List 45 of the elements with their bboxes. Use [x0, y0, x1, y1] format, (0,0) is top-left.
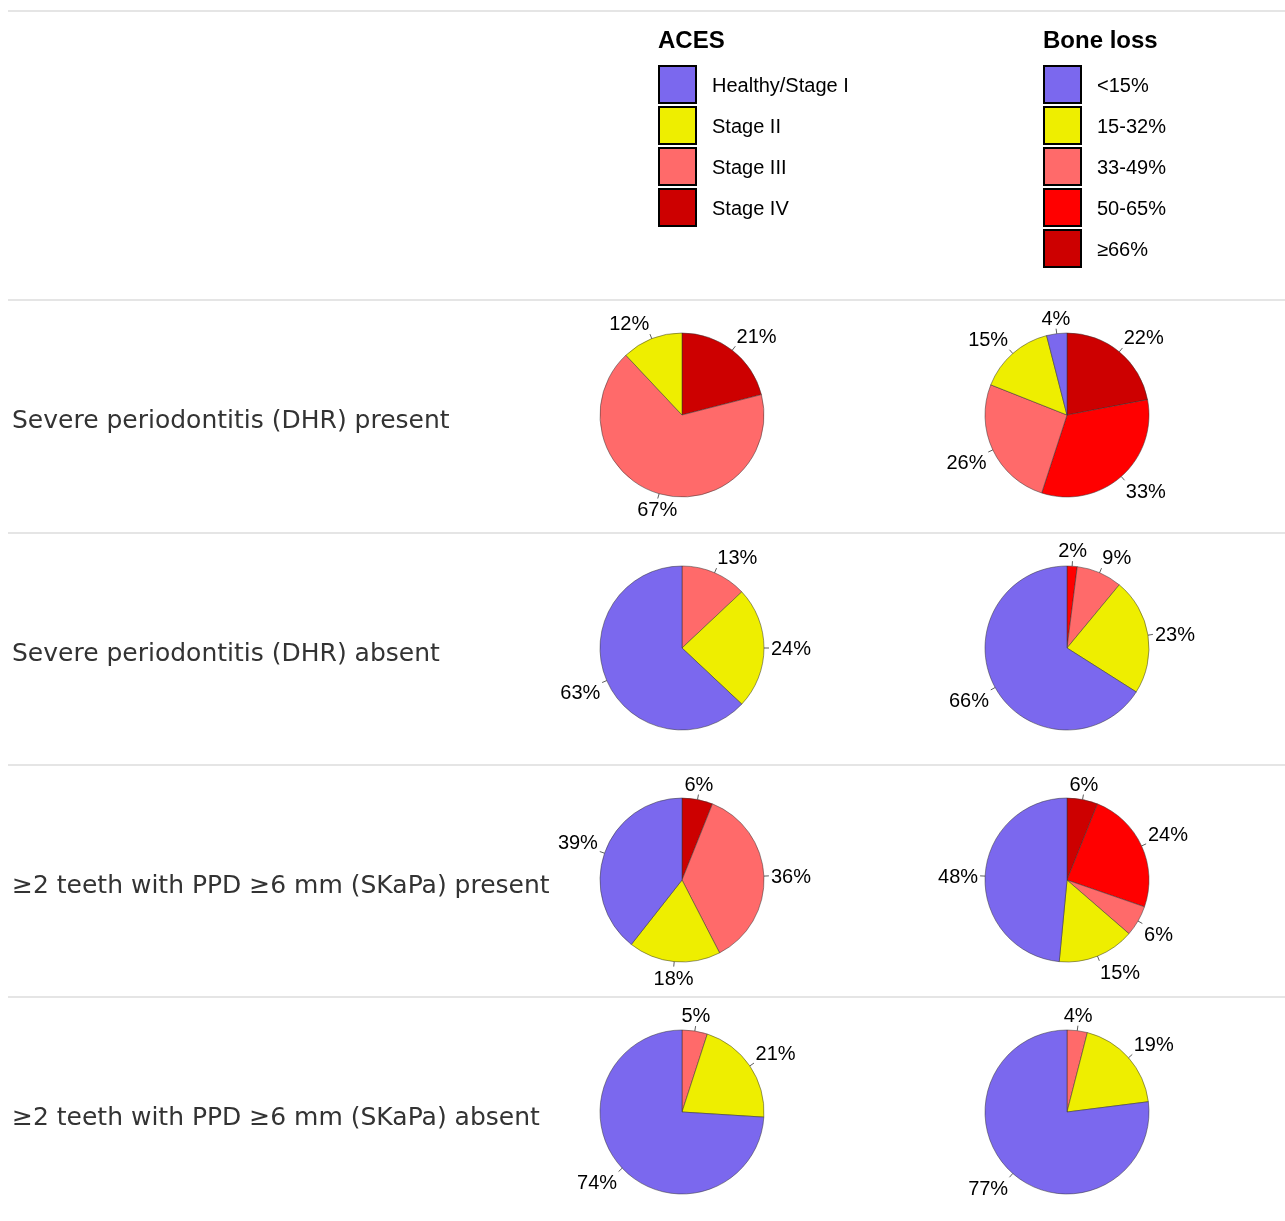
data-label: 21% [736, 324, 777, 347]
data-label: 24% [1147, 823, 1189, 846]
legend-label: 50-65% [1097, 197, 1167, 219]
data-label: 6% [684, 772, 714, 795]
text: Severe periodontitis (DHR) present [12, 405, 450, 434]
legend-label: <15% [1097, 74, 1149, 96]
data-label: 36% [770, 864, 812, 887]
data-label: 22% [1123, 326, 1164, 349]
text: ≥2 teeth with PPD ≥6 mm (SKaPa) absent [12, 1102, 541, 1131]
data-label: 6% [1144, 922, 1174, 945]
data-label: 13% [717, 546, 758, 569]
data-label: 4% [1063, 1003, 1093, 1026]
data-label: 39% [557, 830, 599, 853]
data-label: 15% [1100, 960, 1141, 983]
data-label: 66% [948, 688, 990, 711]
data-label: 24% [771, 637, 812, 659]
text: Severe periodontitis (DHR) absent [12, 638, 441, 667]
data-label: 26% [946, 450, 987, 473]
data-label: 21% [755, 1041, 796, 1064]
data-label: 2% [1058, 539, 1088, 562]
text: ≥2 teeth with PPD ≥6 mm (SKaPa) present [12, 870, 550, 899]
legend-label: Stage III [712, 156, 787, 178]
legend-label: Healthy/Stage I [712, 74, 849, 96]
data-label: 5% [681, 1004, 711, 1027]
data-label: 67% [637, 498, 678, 521]
legend-title: ACES [658, 26, 725, 53]
data-label: 74% [577, 1170, 618, 1193]
data-label: 33% [1125, 479, 1167, 502]
legend-title: Bone loss [1043, 26, 1158, 53]
legend-label: ≥66% [1097, 238, 1149, 260]
data-label: 77% [968, 1176, 1009, 1199]
data-label: 6% [1069, 772, 1099, 795]
legend-label: 15-32% [1097, 115, 1167, 137]
data-label: 19% [1133, 1033, 1175, 1056]
data-label: 18% [653, 966, 694, 989]
data-label: 9% [1102, 546, 1132, 569]
legend-label: 33-49% [1097, 156, 1167, 178]
data-label: 4% [1041, 306, 1071, 329]
legend-label: Stage IV [712, 197, 790, 219]
data-label: 48% [938, 864, 979, 887]
data-label: 23% [1154, 623, 1196, 646]
data-label: 12% [609, 312, 650, 335]
legend-label: Stage II [712, 115, 781, 137]
data-label: 63% [560, 681, 601, 704]
data-label: 15% [968, 328, 1009, 351]
